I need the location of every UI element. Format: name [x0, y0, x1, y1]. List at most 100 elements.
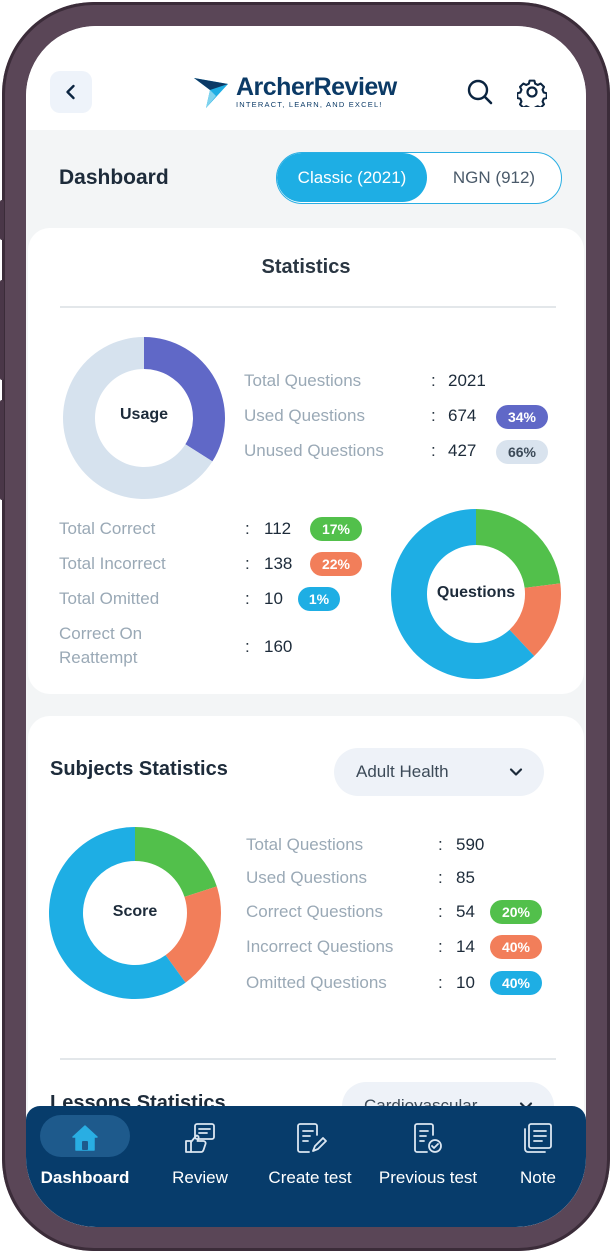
- row-label: Omitted Questions: [246, 973, 387, 992]
- row-colon: :: [438, 902, 443, 921]
- statistics-card: Statistics Usage Total Questions : 2021 …: [28, 228, 584, 694]
- row-colon: :: [245, 554, 250, 573]
- row-value: 138: [264, 554, 293, 573]
- app-header: ArcherReview INTERACT, LEARN, AND EXCEL!: [26, 26, 586, 130]
- usage-row-used: Used Questions: [244, 403, 365, 429]
- row-colon: :: [438, 835, 443, 854]
- row-colon: :: [245, 637, 250, 656]
- row-value: 14: [456, 937, 475, 956]
- subject-dropdown[interactable]: Adult Health: [334, 748, 544, 796]
- donut-segment-correct: [135, 827, 217, 897]
- subject-row-correct: Correct Questions: [246, 899, 383, 925]
- row-label: Reattempt: [59, 648, 138, 667]
- bottom-navigation: Dashboard Review: [26, 1106, 586, 1227]
- donut-segment-unused: [62, 337, 213, 499]
- result-row-correct: Total Correct: [59, 516, 155, 542]
- nav-item-review[interactable]: Review: [146, 1106, 254, 1216]
- subject-row-total: Total Questions: [246, 832, 363, 858]
- donut-segment-incorrect: [509, 583, 561, 656]
- usage-donut-label: Usage: [119, 406, 169, 423]
- correct-percent-badge: 20%: [490, 900, 542, 924]
- search-button[interactable]: [464, 76, 496, 108]
- nav-item-dashboard[interactable]: Dashboard: [30, 1106, 140, 1216]
- note-icon: [524, 1123, 552, 1153]
- row-value: 590: [456, 835, 485, 854]
- result-row-omitted: Total Omitted: [59, 586, 159, 612]
- questions-donut-label: Questions: [436, 584, 516, 601]
- nav-item-previous-test[interactable]: Previous test: [370, 1106, 486, 1216]
- subject-row-used: Used Questions: [246, 865, 367, 891]
- row-label: Correct Questions: [246, 902, 383, 921]
- row-colon: :: [431, 406, 436, 425]
- row-value: 2021: [448, 371, 486, 390]
- subject-row-incorrect: Incorrect Questions: [246, 934, 393, 960]
- row-colon: :: [245, 589, 250, 608]
- result-row-incorrect: Total Incorrect: [59, 551, 166, 577]
- result-row-reattempt: Correct On Reattempt: [59, 622, 142, 674]
- row-colon: :: [431, 371, 436, 390]
- row-label: Used Questions: [246, 868, 367, 887]
- usage-donut-chart: [62, 337, 225, 499]
- score-donut-chart: [48, 827, 221, 999]
- gear-icon: [517, 79, 547, 107]
- toggle-ngn[interactable]: NGN (912): [452, 167, 536, 187]
- nav-label: Dashboard: [40, 1168, 130, 1187]
- archer-review-logo: ArcherReview INTERACT, LEARN, AND EXCEL!: [192, 72, 397, 112]
- row-colon: :: [245, 519, 250, 538]
- row-colon: :: [438, 973, 443, 992]
- row-label: Total Questions: [246, 835, 364, 854]
- nav-label: Previous test: [378, 1168, 478, 1187]
- statistics-heading: Statistics: [261, 256, 351, 278]
- logo-name: ArcherReview: [236, 73, 397, 101]
- row-value: 112: [264, 519, 292, 538]
- row-label: Total Omitted: [59, 589, 160, 608]
- phone-button: [0, 400, 4, 500]
- row-value: 427: [448, 441, 477, 460]
- row-label: Total Correct: [59, 519, 156, 538]
- app-screen: ArcherReview INTERACT, LEARN, AND EXCEL!…: [26, 26, 586, 1227]
- subject-dropdown-value: Adult Health: [356, 762, 449, 781]
- donut-segment-incorrect: [165, 886, 221, 983]
- create-test-icon: [297, 1123, 327, 1153]
- row-colon: :: [438, 868, 443, 887]
- used-percent-badge: 34%: [496, 405, 548, 429]
- row-value: 85: [456, 868, 475, 887]
- toggle-classic[interactable]: Classic (2021): [277, 153, 427, 202]
- usage-row-unused: Unused Questions: [244, 438, 384, 464]
- row-label: Used Questions: [244, 406, 365, 425]
- subjects-heading: Subjects Statistics: [50, 758, 228, 780]
- row-label: Total Incorrect: [59, 554, 166, 573]
- divider: [60, 1058, 556, 1060]
- nav-label: Review: [172, 1168, 228, 1187]
- donut-segment-used: [144, 337, 225, 462]
- nav-item-create-test[interactable]: Create test: [258, 1106, 362, 1216]
- back-button[interactable]: [50, 71, 92, 113]
- row-value: 10: [456, 973, 475, 992]
- search-icon: [467, 79, 493, 105]
- row-colon: :: [431, 441, 436, 460]
- row-label: Unused Questions: [244, 441, 384, 460]
- row-label: Total Questions: [244, 371, 362, 390]
- score-donut-label: Score: [112, 903, 158, 920]
- row-colon: :: [438, 937, 443, 956]
- nav-item-note[interactable]: Note: [496, 1106, 580, 1216]
- home-icon: [72, 1125, 98, 1151]
- settings-button[interactable]: [516, 76, 548, 108]
- row-value: 160: [264, 637, 293, 656]
- unused-percent-badge: 66%: [496, 440, 548, 464]
- phone-button: [0, 200, 4, 240]
- omitted-percent-badge: 40%: [490, 971, 542, 995]
- archer-logo-icon: [194, 78, 228, 108]
- subject-row-omitted: Omitted Questions: [246, 970, 387, 996]
- questions-donut-chart: [390, 509, 561, 679]
- row-value: 10: [264, 589, 283, 608]
- incorrect-percent-badge: 40%: [490, 935, 542, 959]
- usage-row-total: Total Questions: [244, 368, 361, 394]
- row-label: Incorrect Questions: [246, 937, 394, 956]
- donut-segment-omitted: [390, 509, 535, 679]
- row-label: Correct On: [59, 624, 143, 643]
- divider: [60, 306, 556, 308]
- page-title: Dashboard: [59, 166, 169, 189]
- row-value: 674: [448, 406, 477, 425]
- donut-segment-omitted: [48, 827, 186, 999]
